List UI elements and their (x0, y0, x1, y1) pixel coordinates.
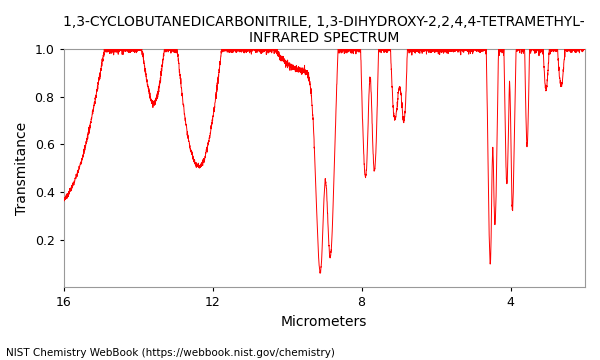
Title: 1,3-CYCLOBUTANEDICARBONITRILE, 1,3-DIHYDROXY-2,2,4,4-TETRAMETHYL-
INFRARED SPECT: 1,3-CYCLOBUTANEDICARBONITRILE, 1,3-DIHYD… (64, 15, 585, 45)
X-axis label: Micrometers: Micrometers (281, 315, 367, 329)
Text: NIST Chemistry WebBook (https://webbook.nist.gov/chemistry): NIST Chemistry WebBook (https://webbook.… (6, 348, 335, 358)
Y-axis label: Transmitance: Transmitance (15, 122, 29, 215)
